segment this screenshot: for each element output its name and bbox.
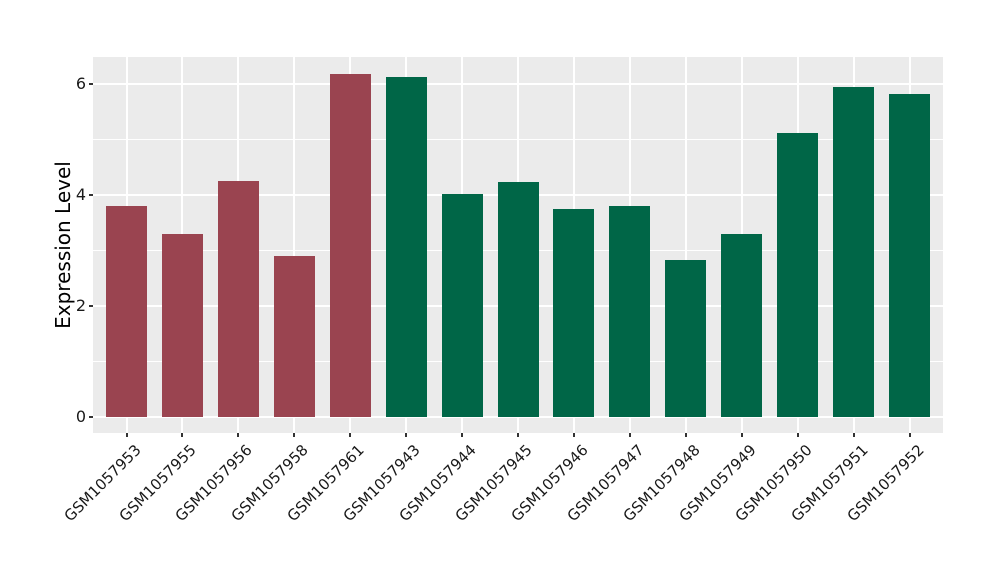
x-tick-mark — [628, 433, 631, 437]
x-tick-mark — [349, 433, 352, 437]
x-tick-mark — [405, 433, 408, 437]
x-tick-mark — [461, 433, 464, 437]
x-tick-mark — [796, 433, 799, 437]
plot-panel — [93, 57, 943, 433]
x-tick-mark — [572, 433, 575, 437]
y-tick-mark — [89, 305, 93, 308]
y-tick-label: 4 — [75, 184, 86, 204]
y-tick-mark — [89, 416, 93, 419]
y-tick-mark — [89, 82, 93, 85]
bar — [385, 77, 427, 418]
y-tick-label: 0 — [75, 407, 86, 427]
bar — [889, 94, 930, 418]
bar — [106, 206, 147, 418]
y-axis-title: Expression Level — [51, 161, 75, 329]
x-tick-mark — [181, 433, 184, 437]
bar — [497, 182, 539, 418]
x-tick-mark — [852, 433, 855, 437]
x-tick-mark — [125, 433, 128, 437]
bar — [161, 233, 203, 418]
vertical-gridline — [293, 57, 296, 433]
x-tick-mark — [293, 433, 296, 437]
bar — [441, 194, 483, 418]
x-tick-mark — [684, 433, 687, 437]
bar — [777, 132, 819, 418]
bar — [217, 181, 259, 418]
y-tick-label: 6 — [75, 73, 86, 93]
x-tick-mark — [740, 433, 743, 437]
x-tick-mark — [908, 433, 911, 437]
bar — [609, 206, 651, 418]
bar — [329, 74, 371, 418]
bar — [553, 209, 595, 418]
y-tick-label: 2 — [75, 296, 86, 316]
bar — [833, 87, 875, 418]
bar — [721, 233, 763, 418]
bar — [273, 256, 315, 418]
y-tick-mark — [89, 193, 93, 196]
vertical-gridline — [684, 57, 687, 433]
x-tick-mark — [517, 433, 519, 437]
bar — [665, 260, 707, 418]
x-tick-mark — [237, 433, 240, 437]
